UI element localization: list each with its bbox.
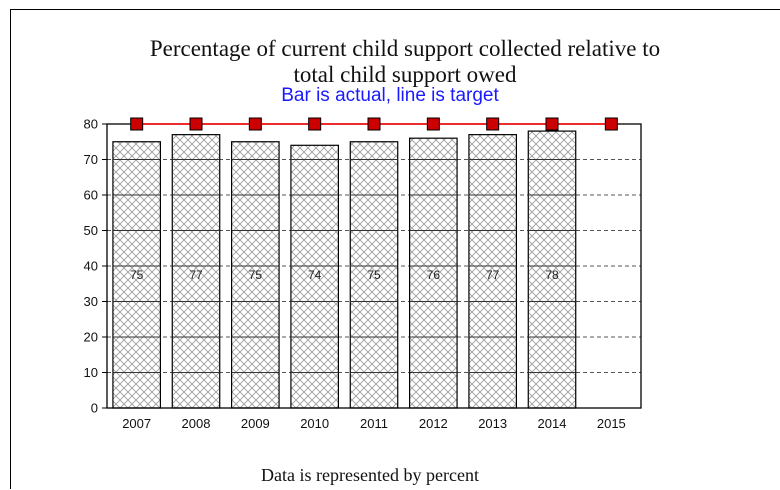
target-marker-2010 bbox=[308, 117, 322, 131]
data-label-2010: 74 bbox=[308, 268, 322, 282]
target-marker-2014 bbox=[545, 117, 559, 131]
chart-subtitle: Bar is actual, line is target bbox=[281, 85, 499, 106]
y-tick-label: 70 bbox=[84, 152, 98, 167]
bar-2009 bbox=[231, 141, 280, 409]
y-tick-label: 60 bbox=[84, 188, 98, 203]
data-label-2009: 75 bbox=[249, 268, 263, 282]
x-tick-label: 2008 bbox=[182, 416, 211, 431]
chart-footnote: Data is represented by percent bbox=[261, 465, 479, 485]
x-tick-label: 2012 bbox=[419, 416, 448, 431]
data-label-2011: 75 bbox=[367, 268, 381, 282]
y-tick-label: 20 bbox=[84, 330, 98, 345]
target-marker-2012 bbox=[426, 117, 440, 131]
target-marker-2009 bbox=[248, 117, 262, 131]
x-tick-label: 2010 bbox=[300, 416, 329, 431]
x-tick-label: 2007 bbox=[122, 416, 151, 431]
data-label-2014: 78 bbox=[545, 268, 559, 282]
bar-2010 bbox=[290, 144, 339, 409]
chart-frame bbox=[10, 9, 780, 489]
bar-2013 bbox=[468, 134, 517, 409]
bar-2008 bbox=[171, 134, 221, 409]
y-tick-label: 80 bbox=[84, 117, 98, 132]
y-tick-label: 30 bbox=[84, 294, 98, 309]
chart-title-line-1: Percentage of current child support coll… bbox=[149, 36, 661, 61]
y-tick-label: 50 bbox=[84, 223, 98, 238]
y-tick-label: 40 bbox=[84, 259, 98, 274]
y-tick-label: 10 bbox=[84, 365, 98, 380]
target-marker-2007 bbox=[130, 117, 144, 131]
data-label-2007: 75 bbox=[130, 268, 144, 282]
x-tick-label: 2015 bbox=[597, 416, 626, 431]
x-tick-label: 2013 bbox=[478, 416, 507, 431]
target-marker-2011 bbox=[367, 117, 381, 131]
x-tick-label: 2011 bbox=[360, 416, 388, 431]
x-tick-label: 2009 bbox=[241, 416, 270, 431]
chart-title-line-2: total child support owed bbox=[293, 62, 517, 87]
bar-2014 bbox=[527, 130, 577, 409]
data-label-2013: 77 bbox=[486, 268, 500, 282]
target-marker-2015 bbox=[604, 117, 618, 131]
target-marker-2008 bbox=[189, 117, 203, 131]
data-label-2012: 76 bbox=[427, 268, 441, 282]
data-label-2008: 77 bbox=[189, 268, 203, 282]
bar-2011 bbox=[349, 141, 399, 409]
x-tick-label: 2014 bbox=[538, 416, 567, 431]
target-marker-2013 bbox=[486, 117, 500, 131]
bar-2007 bbox=[112, 141, 162, 409]
y-tick-label: 0 bbox=[91, 401, 98, 416]
bar-2012 bbox=[409, 137, 458, 409]
